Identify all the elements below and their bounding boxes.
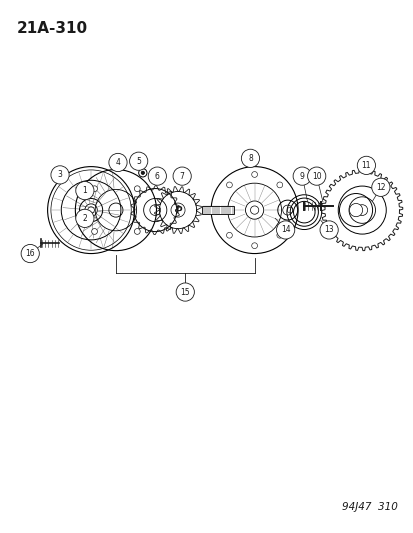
Circle shape [241, 149, 259, 167]
Circle shape [134, 186, 140, 191]
Circle shape [276, 232, 282, 238]
Text: 10: 10 [311, 172, 321, 181]
Circle shape [319, 221, 337, 239]
Circle shape [276, 221, 294, 239]
Bar [201, 206, 233, 214]
Circle shape [307, 167, 325, 185]
Circle shape [250, 206, 258, 214]
Text: 7: 7 [179, 172, 184, 181]
Text: P: P [174, 206, 181, 215]
Circle shape [251, 243, 257, 248]
Circle shape [226, 182, 232, 188]
Text: 9: 9 [299, 172, 304, 181]
Circle shape [276, 182, 282, 188]
Text: 16: 16 [25, 249, 35, 258]
Text: 11: 11 [361, 161, 370, 170]
Circle shape [109, 154, 127, 172]
Text: 3: 3 [57, 171, 62, 180]
Circle shape [287, 207, 292, 213]
Text: 5: 5 [136, 157, 141, 166]
Circle shape [251, 172, 257, 177]
Circle shape [91, 186, 97, 191]
Circle shape [88, 207, 94, 213]
Circle shape [349, 204, 362, 217]
Text: 2: 2 [82, 214, 87, 223]
Text: 13: 13 [323, 225, 333, 235]
Text: 1: 1 [82, 186, 87, 195]
Circle shape [138, 168, 147, 177]
Circle shape [51, 166, 69, 184]
Text: 6: 6 [154, 172, 159, 181]
Text: 4: 4 [115, 158, 120, 167]
Circle shape [292, 167, 311, 185]
Circle shape [129, 152, 147, 171]
Circle shape [21, 245, 39, 263]
Circle shape [141, 171, 144, 174]
Circle shape [356, 156, 375, 174]
Circle shape [371, 178, 389, 197]
Circle shape [76, 209, 94, 228]
Circle shape [148, 167, 166, 185]
Circle shape [76, 182, 94, 200]
Circle shape [173, 167, 191, 185]
Circle shape [356, 205, 367, 215]
Text: 12: 12 [375, 183, 385, 192]
Text: 94J47  310: 94J47 310 [341, 502, 396, 512]
Circle shape [91, 229, 97, 235]
Text: 14: 14 [280, 225, 290, 235]
Circle shape [176, 283, 194, 301]
Text: 15: 15 [180, 287, 190, 296]
Text: 8: 8 [247, 154, 252, 163]
Circle shape [226, 232, 232, 238]
Text: 21A-310: 21A-310 [17, 21, 88, 36]
Circle shape [216, 207, 221, 213]
Circle shape [134, 229, 140, 235]
